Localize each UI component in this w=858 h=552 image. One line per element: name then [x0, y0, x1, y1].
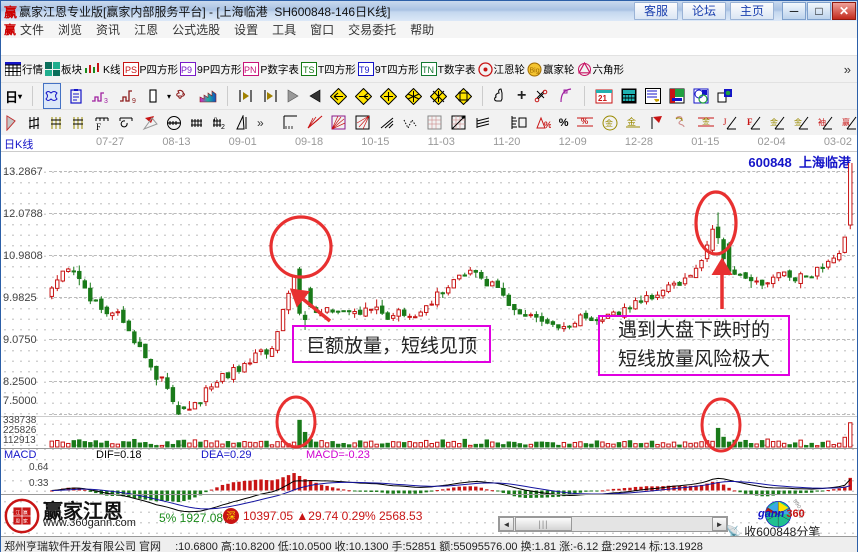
svg-text:TN: TN	[422, 65, 434, 75]
svg-text:金: 金	[627, 116, 636, 127]
svg-text:恩: 恩	[15, 519, 20, 525]
svg-text:P9: P9	[181, 65, 192, 75]
svg-text:gann: gann	[757, 508, 785, 520]
svg-text:%: %	[544, 120, 551, 130]
svg-text:J: J	[723, 117, 727, 127]
svg-text:金: 金	[794, 117, 802, 127]
svg-text:21: 21	[598, 94, 607, 103]
svg-text:n: n	[214, 117, 217, 123]
svg-text:F: F	[96, 122, 101, 131]
svg-text:袖: 袖	[818, 117, 826, 127]
svg-text:PS: PS	[125, 65, 137, 75]
svg-text:金: 金	[770, 117, 778, 127]
svg-text:%: %	[581, 117, 588, 126]
svg-text:PN: PN	[244, 65, 257, 75]
svg-text:3: 3	[104, 98, 108, 104]
svg-text:Big: Big	[530, 67, 540, 74]
svg-text:TS: TS	[303, 65, 315, 75]
svg-text:金: 金	[702, 116, 710, 126]
svg-text:金: 金	[605, 118, 613, 128]
svg-text:F: F	[747, 117, 753, 127]
svg-text:赢: 赢	[842, 117, 850, 127]
svg-text:T9: T9	[359, 65, 370, 75]
svg-text:360: 360	[786, 508, 804, 520]
svg-text:9: 9	[132, 98, 136, 104]
svg-text:2: 2	[221, 124, 225, 131]
